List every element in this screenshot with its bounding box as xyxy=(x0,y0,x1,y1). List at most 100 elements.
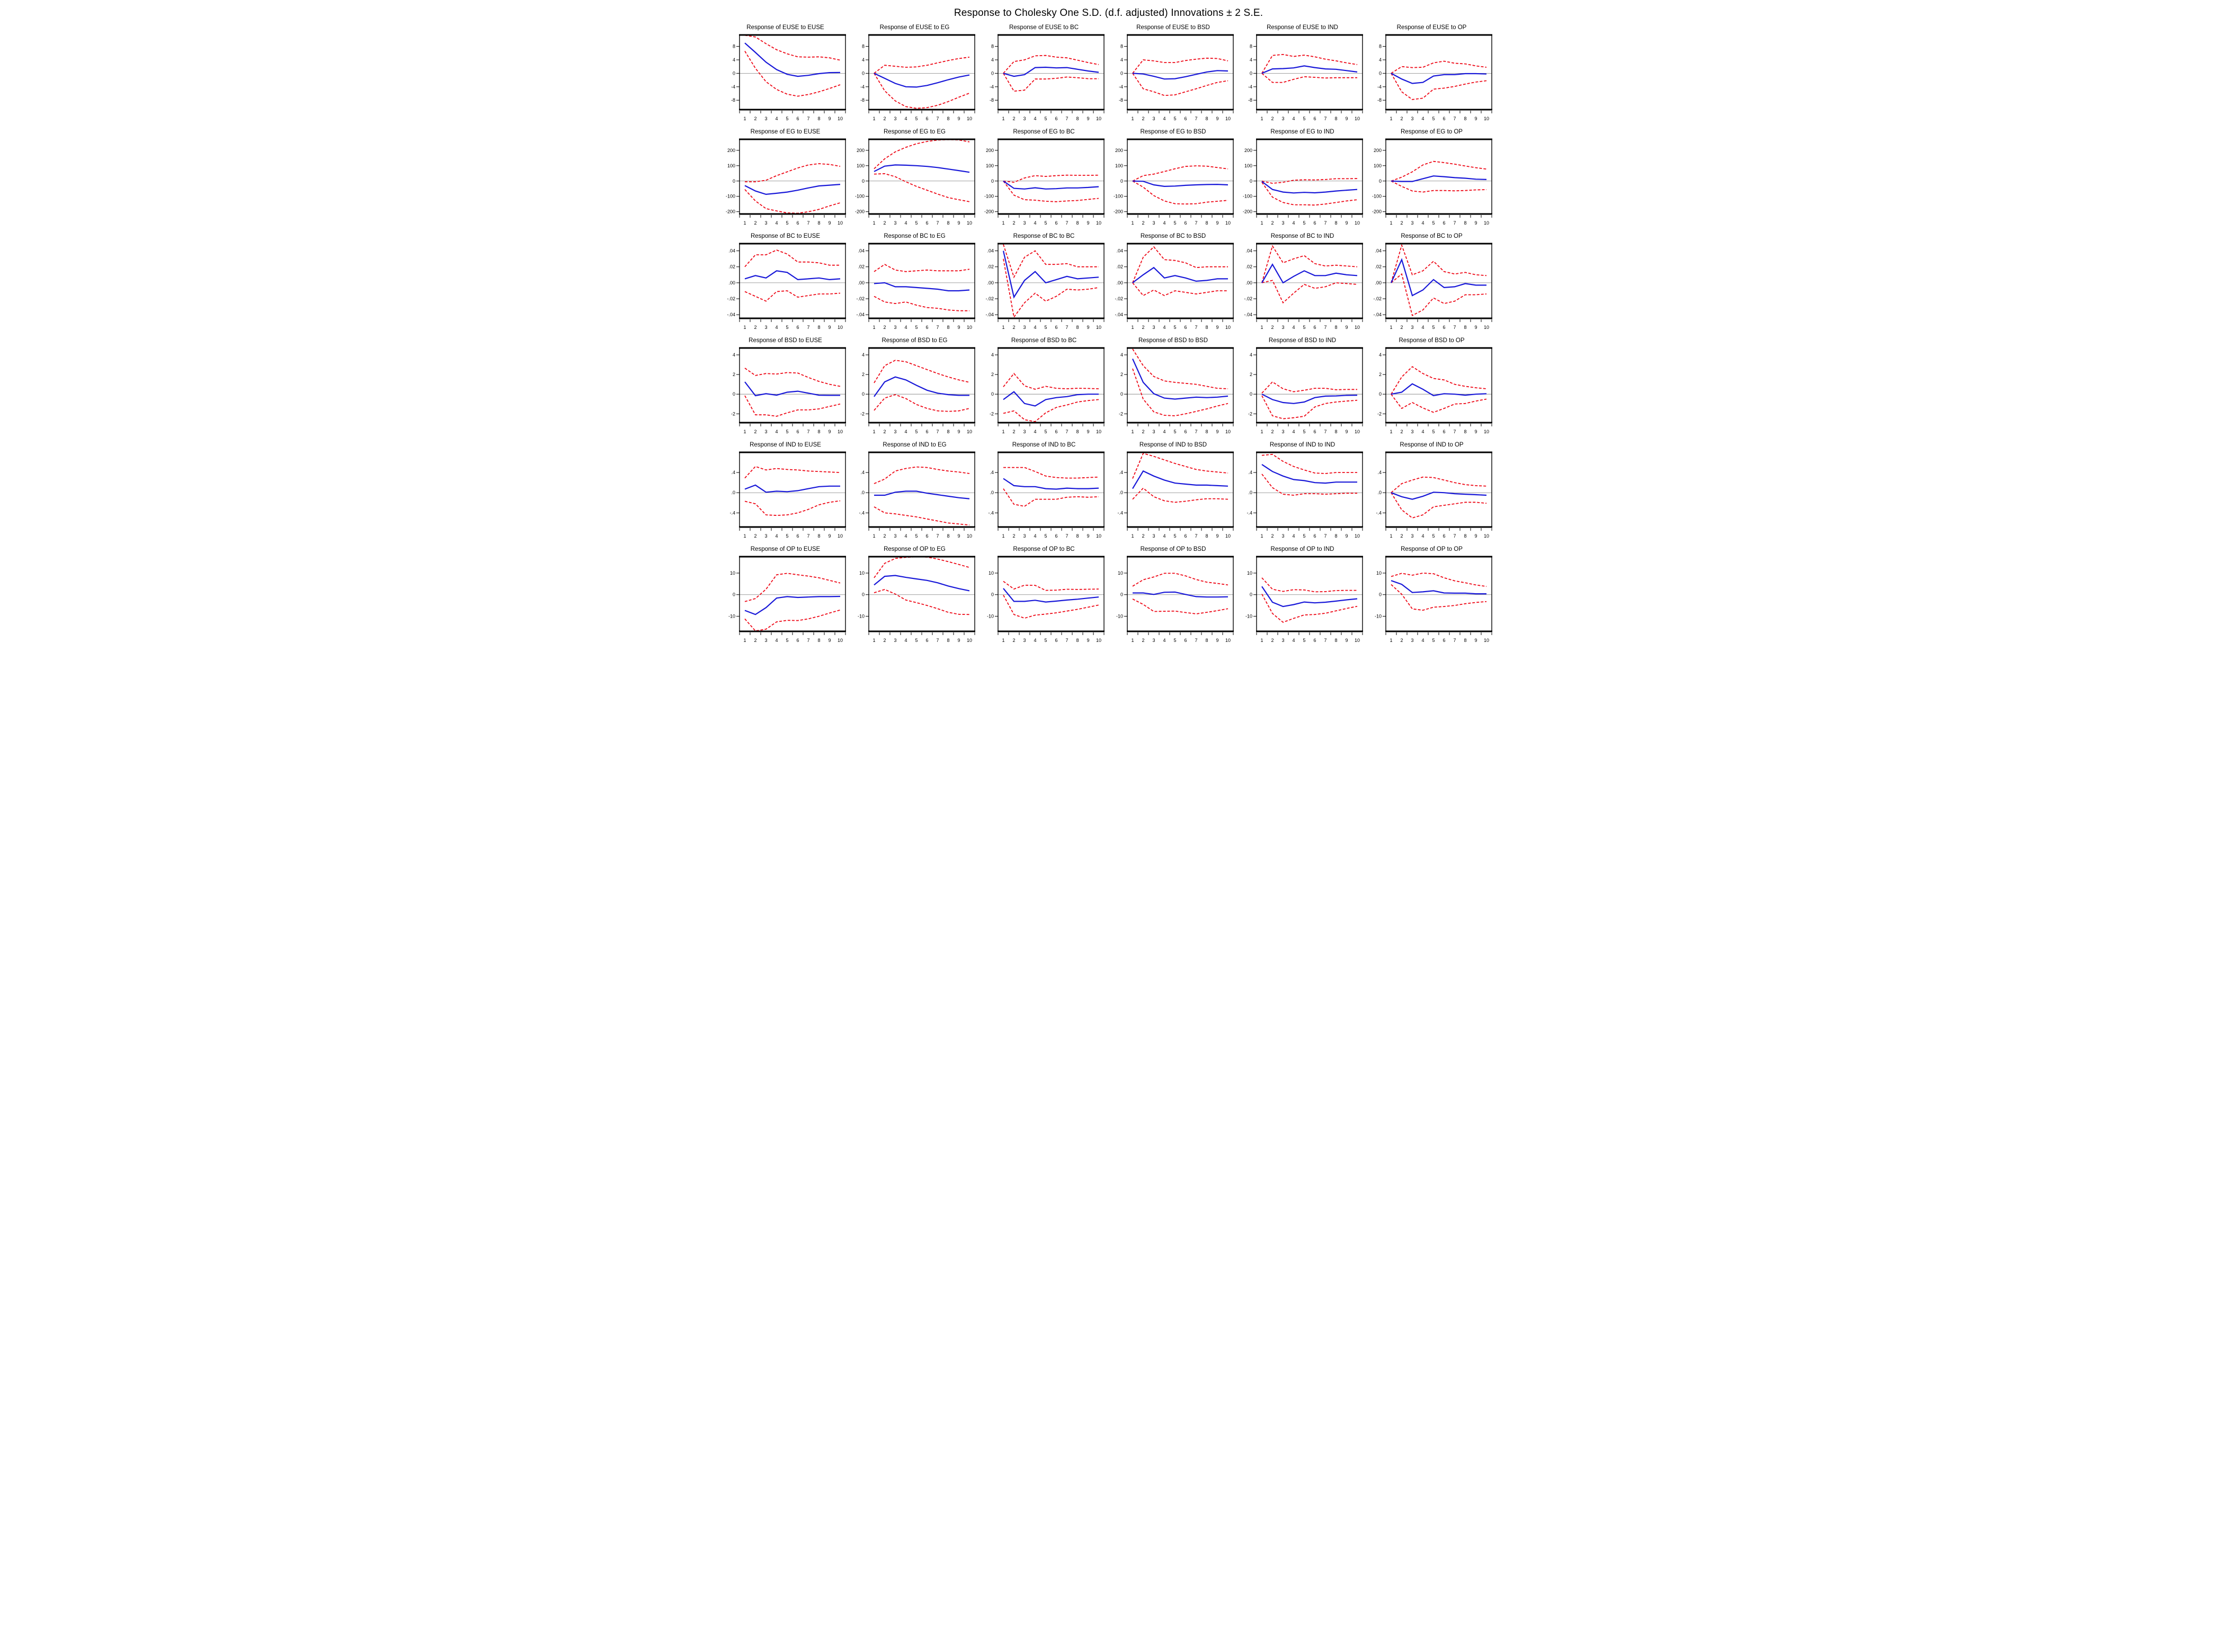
y-tick-label: 2 xyxy=(1120,372,1123,377)
upper-band-line xyxy=(873,360,969,383)
response-line xyxy=(1132,470,1228,489)
x-tick-label: 10 xyxy=(1354,533,1359,539)
irf-chart: Response of EUSE to IND 1 2 3 4 5 6 7 8 9 10 8 4 0 -4 -… xyxy=(1239,24,1366,123)
y-tick-label: -.02 xyxy=(985,296,994,301)
x-tick-label: 10 xyxy=(1096,325,1101,330)
x-tick-label: 10 xyxy=(1096,429,1101,434)
x-tick-label: 9 xyxy=(1087,533,1089,539)
chart-title: Response of IND to EUSE xyxy=(750,442,821,448)
chart-plot: 1 2 3 4 5 6 7 8 9 10 4 2 0 -2 xyxy=(1248,347,1363,434)
y-tick-label: -10 xyxy=(728,613,735,619)
chart-title: Response of EG to BC xyxy=(1013,129,1075,135)
chart-plot: 1 2 3 4 5 6 7 8 9 10 8 4 0 -4 -8 xyxy=(1377,34,1492,121)
x-tick-label: 1 xyxy=(872,429,875,434)
y-tick-label: 0 xyxy=(991,391,993,397)
x-tick-label: 5 xyxy=(1044,429,1047,434)
x-tick-label: 2 xyxy=(1142,220,1144,226)
upper-band-line xyxy=(1003,174,1099,183)
x-tick-label: 8 xyxy=(1334,116,1337,121)
x-tick-label: 6 xyxy=(1313,325,1316,330)
x-tick-label: 7 xyxy=(1195,116,1197,121)
lower-band-line xyxy=(1261,395,1357,419)
chart-title: Response of BC to OP xyxy=(1401,233,1463,239)
x-tick-label: 4 xyxy=(1163,220,1165,226)
chart-title: Response of BSD to EG xyxy=(882,337,948,344)
y-tick-label: 4 xyxy=(1378,57,1381,62)
lower-band-line xyxy=(744,189,840,214)
x-tick-label: 7 xyxy=(1324,116,1326,121)
x-tick-label: 9 xyxy=(1216,533,1218,539)
y-tick-label: 4 xyxy=(1249,57,1252,62)
y-tick-label: 2 xyxy=(861,372,864,377)
x-tick-label: 8 xyxy=(1334,638,1337,643)
response-line xyxy=(744,270,840,281)
x-tick-label: 7 xyxy=(1453,116,1456,121)
response-line xyxy=(744,484,840,493)
x-tick-label: 2 xyxy=(883,220,886,226)
y-tick-label: 10 xyxy=(859,570,864,576)
x-tick-label: 9 xyxy=(1216,429,1218,434)
x-tick-label: 3 xyxy=(764,638,767,643)
upper-band-line xyxy=(1132,246,1228,283)
irf-chart: Response of IND to IND 1 2 3 4 5 6 7 8 9 10 .4 .0 -.4 xyxy=(1239,442,1366,541)
response-line xyxy=(1132,180,1228,187)
irf-chart: Response of BC to BC 1 2 3 4 5 6 7 8 9 10 .04 .02 .00… xyxy=(981,233,1108,332)
y-tick-label: 0 xyxy=(1120,178,1123,184)
chart-plot: 1 2 3 4 5 6 7 8 9 10 .04 .02 .00 -.02 -.04 xyxy=(1373,243,1492,330)
chart-plot: 1 2 3 4 5 6 7 8 9 10 200 100 0 -100 -200 xyxy=(984,138,1105,226)
x-tick-label: 7 xyxy=(1195,638,1197,643)
x-tick-label: 4 xyxy=(1163,533,1165,539)
x-tick-label: 8 xyxy=(947,638,949,643)
response-line xyxy=(1261,65,1357,74)
x-tick-label: 7 xyxy=(1065,429,1068,434)
x-tick-label: 8 xyxy=(947,429,949,434)
y-tick-label: 0 xyxy=(991,70,993,76)
x-tick-label: 6 xyxy=(1313,429,1316,434)
x-tick-label: 1 xyxy=(1390,116,1392,121)
x-tick-label: 2 xyxy=(1012,638,1015,643)
irf-chart: Response of BSD to OP 1 2 3 4 5 6 7 8 9 10 4 2 0 -2 xyxy=(1368,337,1495,436)
lower-band-line xyxy=(1261,73,1357,83)
upper-band-line xyxy=(1261,577,1357,593)
plot-frame xyxy=(997,139,1105,215)
lower-band-line xyxy=(1132,368,1228,416)
chart-plot: 1 2 3 4 5 6 7 8 9 10 8 4 0 -4 -8 xyxy=(1248,34,1363,121)
irf-chart: Response of EG to IND 1 2 3 4 5 6 7 8 9 10 200 100 0 -… xyxy=(1239,129,1366,228)
x-tick-label: 7 xyxy=(1065,220,1068,226)
x-tick-label: 9 xyxy=(1474,638,1477,643)
y-tick-label: .4 xyxy=(1119,470,1123,475)
x-tick-label: 5 xyxy=(1303,533,1305,539)
response-line xyxy=(744,42,840,77)
x-tick-label: 4 xyxy=(775,638,778,643)
x-tick-label: 10 xyxy=(1096,638,1101,643)
y-tick-label: -4 xyxy=(1248,84,1252,90)
x-tick-label: 9 xyxy=(1474,325,1477,330)
response-line xyxy=(1132,70,1228,80)
y-tick-label: 2 xyxy=(732,372,735,377)
x-tick-label: 5 xyxy=(1173,638,1176,643)
x-tick-label: 6 xyxy=(1184,533,1187,539)
irf-chart: Response of EG to BC 1 2 3 4 5 6 7 8 9 10 200 100 0 -1… xyxy=(981,129,1108,228)
x-tick-label: 4 xyxy=(1163,638,1165,643)
x-tick-label: 4 xyxy=(1421,638,1424,643)
x-tick-label: 6 xyxy=(1443,429,1445,434)
x-tick-label: 9 xyxy=(1474,429,1477,434)
x-tick-label: 9 xyxy=(828,116,831,121)
x-tick-label: 3 xyxy=(1152,220,1155,226)
x-tick-label: 10 xyxy=(1354,325,1359,330)
x-tick-label: 7 xyxy=(1065,533,1068,539)
plot-frame xyxy=(1385,243,1492,319)
x-tick-label: 4 xyxy=(775,429,778,434)
lower-band-line xyxy=(1261,182,1357,206)
y-tick-label: 0 xyxy=(732,391,735,397)
x-tick-label: 2 xyxy=(1012,220,1015,226)
chart-title: Response of BC to BSD xyxy=(1140,233,1206,239)
x-tick-label: 5 xyxy=(915,638,918,643)
x-tick-label: 1 xyxy=(743,116,746,121)
x-tick-label: 8 xyxy=(817,638,820,643)
lower-band-line xyxy=(873,394,969,412)
y-tick-label: -8 xyxy=(1118,97,1123,103)
x-tick-label: 6 xyxy=(1184,638,1187,643)
lower-band-line xyxy=(1002,181,1099,202)
plot-frame xyxy=(738,139,846,215)
